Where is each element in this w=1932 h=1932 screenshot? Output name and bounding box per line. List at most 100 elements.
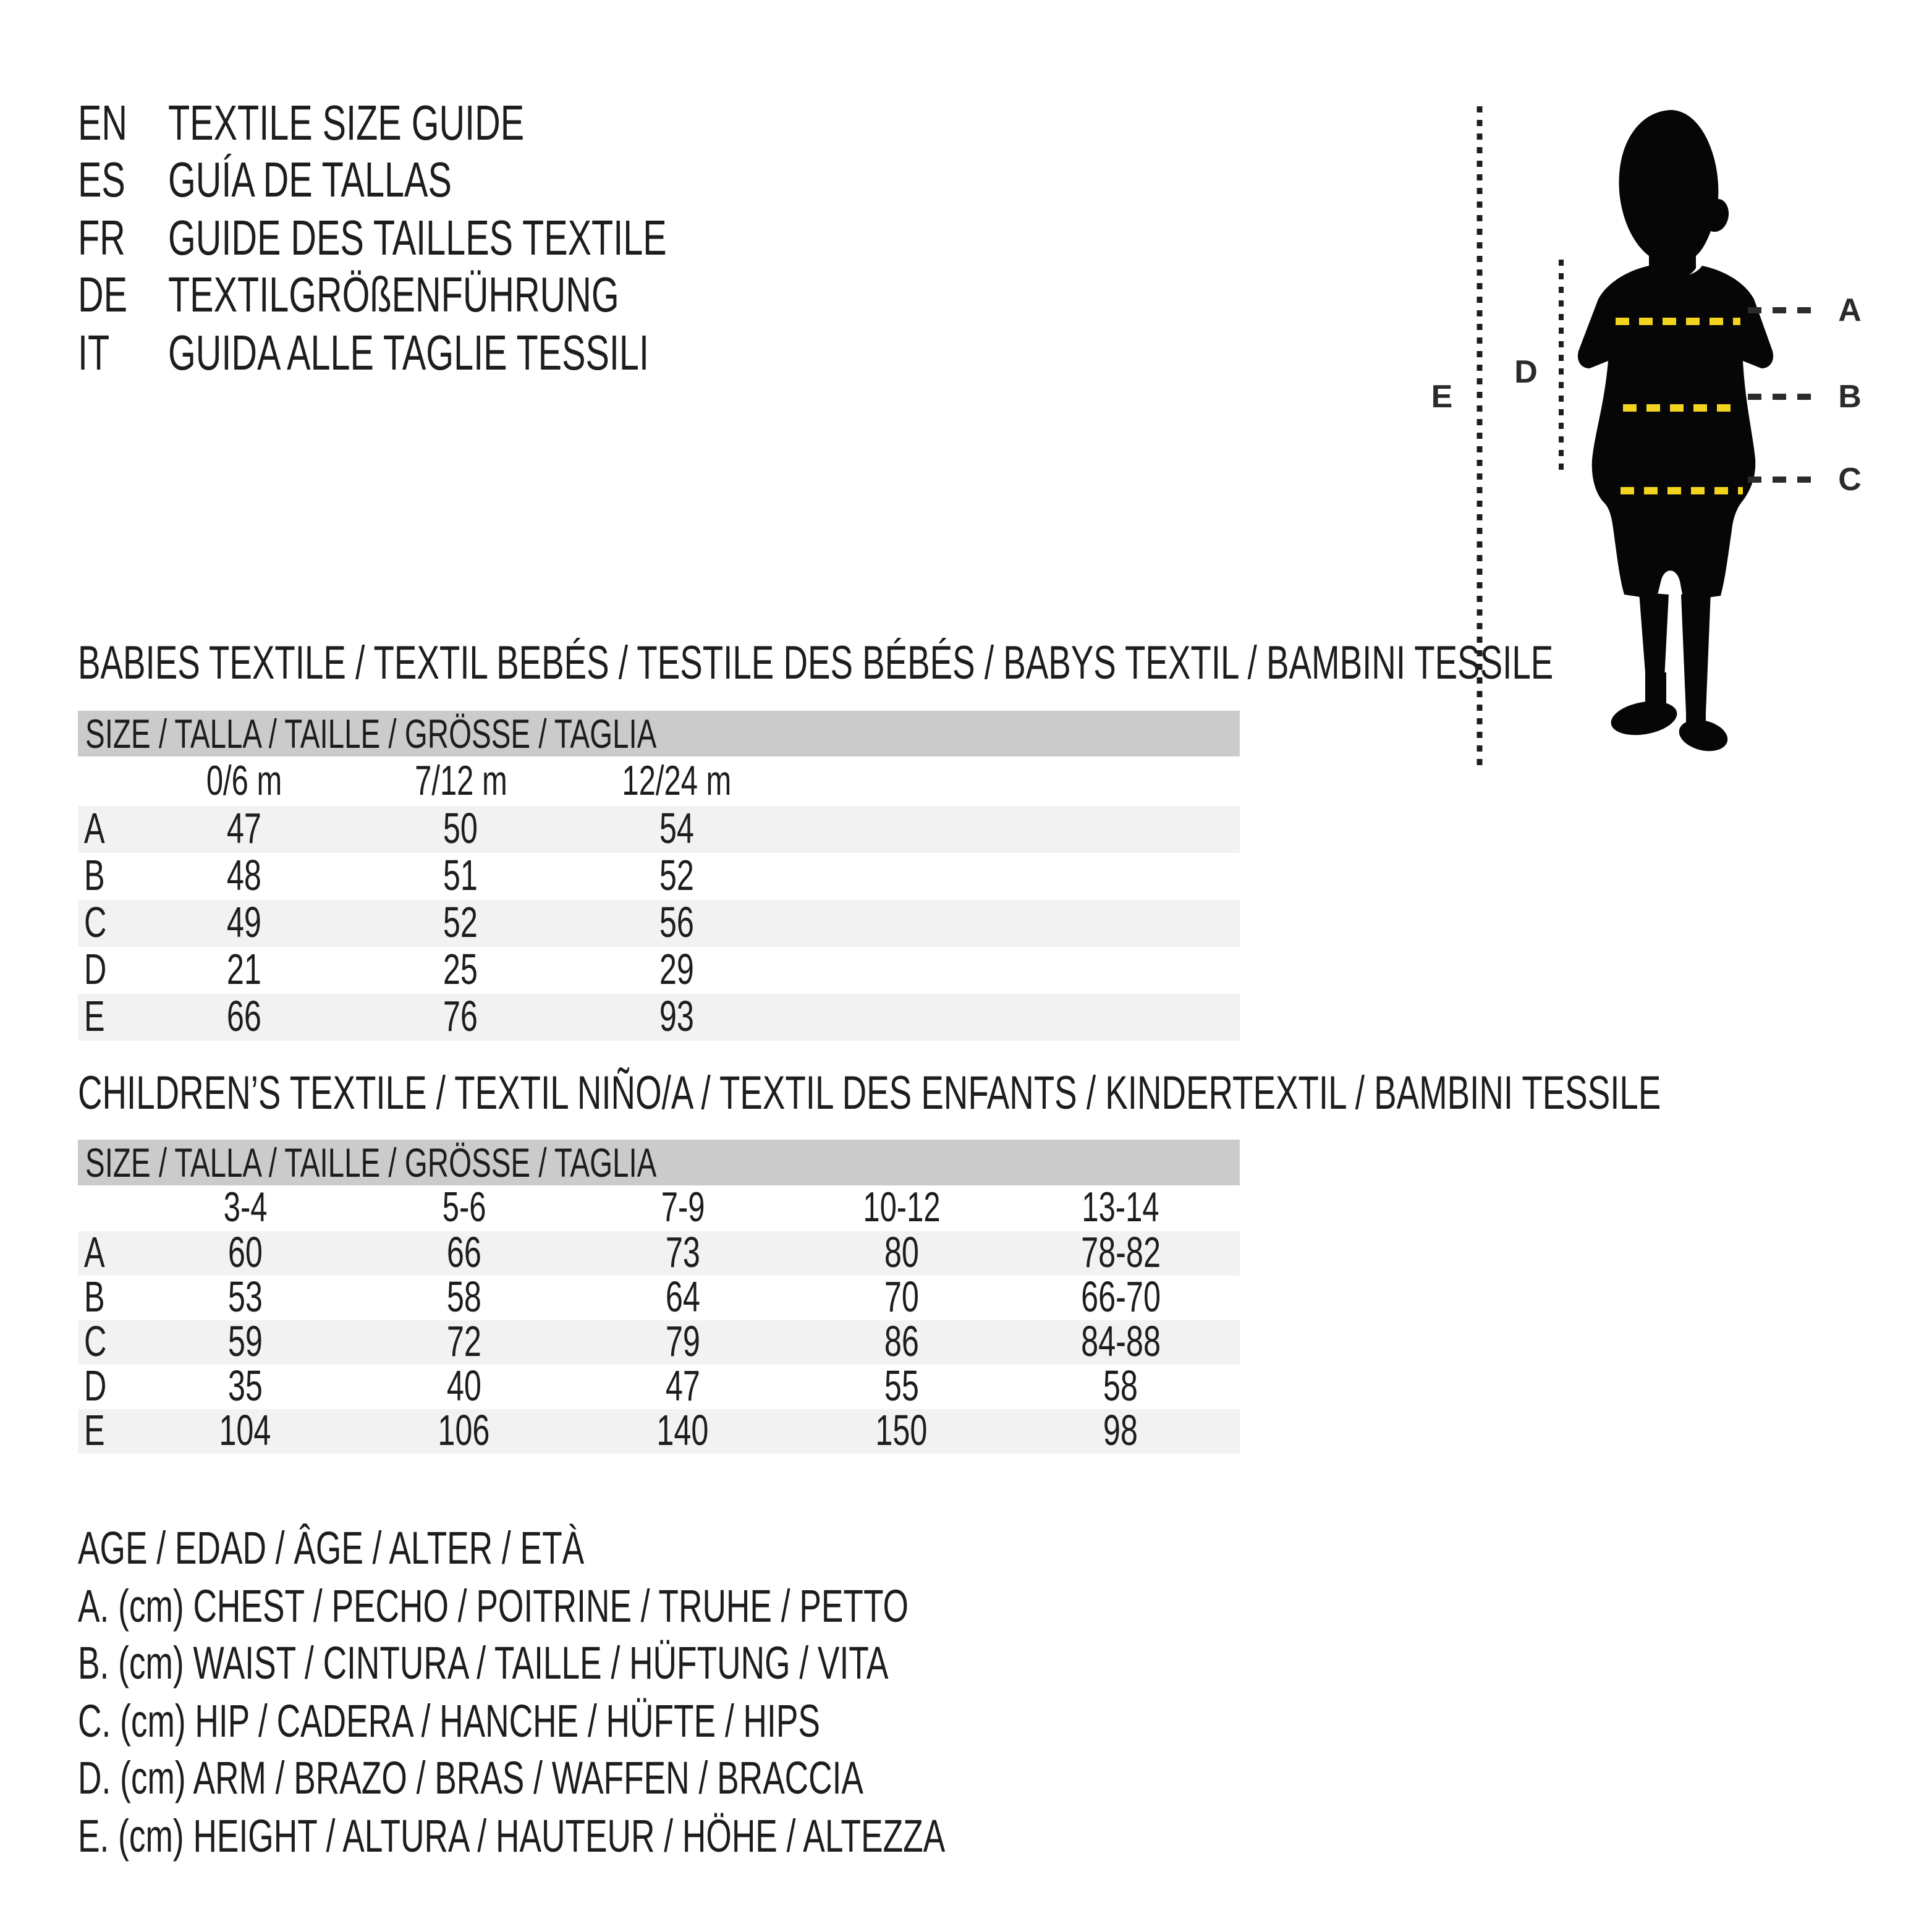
column-header: 13-14: [1082, 1184, 1159, 1231]
table-row: E 66 76 93: [78, 993, 1240, 1041]
table-cell: 29: [659, 946, 695, 994]
page-title-fr: GUIDE DES TAILLES TEXTILE: [168, 211, 667, 266]
table-row: D 35 40 47 55 58: [78, 1362, 1240, 1410]
table-cell: 150: [875, 1407, 928, 1455]
column-header: 7/12 m: [414, 757, 507, 804]
table-cell: 104: [219, 1407, 272, 1455]
row-label: E: [84, 993, 105, 1041]
table-cell: 72: [446, 1318, 482, 1366]
size-header-bar: SIZE / TALLA / TAILLE / GRÖSSE / TAGLIA: [78, 711, 1240, 756]
measurement-legend: AGE / EDAD / ÂGE / ALTER / ETÀ A. (cm) C…: [78, 1520, 1282, 1865]
row-label: B: [84, 1273, 105, 1321]
table-cell: 64: [665, 1273, 701, 1321]
column-header: 7-9: [661, 1184, 705, 1231]
table-cell: 52: [659, 852, 695, 900]
table-cell: 52: [443, 899, 478, 947]
lang-code: EN: [78, 96, 128, 151]
lang-code: IT: [78, 326, 110, 381]
babies-size-table: SIZE / TALLA / TAILLE / GRÖSSE / TAGLIA …: [78, 711, 1240, 1041]
table-row: B 53 58 64 70 66-70: [78, 1273, 1240, 1321]
table-cell: 140: [656, 1407, 710, 1455]
table-row: E 104 106 140 150 98: [78, 1407, 1240, 1455]
column-header: 0/6 m: [206, 757, 282, 804]
language-title-block: EN TEXTILE SIZE GUIDE ES GUÍA DE TALLAS …: [78, 95, 860, 383]
row-label: D: [84, 1362, 107, 1410]
table-cell: 66: [446, 1229, 482, 1277]
legend-hip: C. (cm) HIP / CADERA / HANCHE / HÜFTE / …: [78, 1695, 820, 1747]
column-header: 3-4: [223, 1184, 268, 1231]
table-cell: 35: [227, 1362, 263, 1410]
lang-code: FR: [78, 211, 125, 266]
table-row: C 49 52 56: [78, 899, 1240, 947]
page-title-it: GUIDA ALLE TAGLIE TESSILI: [168, 326, 649, 381]
table-cell: 25: [443, 946, 478, 994]
row-label: E: [84, 1407, 105, 1455]
row-label: C: [84, 1318, 107, 1366]
legend-waist: B. (cm) WAIST / CINTURA / TAILLE / HÜFTU…: [78, 1638, 889, 1689]
child-silhouette: [1577, 110, 1774, 752]
table-cell: 21: [226, 946, 262, 994]
table-row: D 21 25 29: [78, 946, 1240, 994]
lang-code: DE: [78, 268, 128, 323]
column-header: 10-12: [863, 1184, 941, 1231]
row-label: D: [84, 946, 107, 994]
table-cell: 54: [659, 805, 695, 853]
measure-label-chest: A: [1838, 291, 1863, 328]
table-cell: 53: [227, 1273, 263, 1321]
table-cell: 76: [443, 993, 478, 1041]
table-row: A 47 50 54: [78, 805, 1240, 853]
table-cell: 106: [438, 1407, 491, 1455]
measure-label-arm: D: [1514, 353, 1539, 390]
lang-row-fr: FR GUIDE DES TAILLES TEXTILE: [78, 210, 860, 268]
table-cell: 79: [665, 1318, 701, 1366]
table-cell: 80: [884, 1229, 920, 1277]
page-title-de: TEXTILGRÖßENFÜHRUNG: [168, 268, 619, 323]
table-cell: 78-82: [1080, 1229, 1161, 1277]
legend-age: AGE / EDAD / ÂGE / ALTER / ETÀ: [78, 1523, 585, 1574]
table-cell: 98: [1103, 1407, 1138, 1455]
children-section-heading: CHILDREN’S TEXTILE / TEXTIL NIÑO/A / TEX…: [78, 1068, 1661, 1120]
table-row: C 59 72 79 86 84-88: [78, 1318, 1240, 1366]
children-size-table: SIZE / TALLA / TAILLE / GRÖSSE / TAGLIA …: [78, 1140, 1240, 1455]
column-header: 5-6: [442, 1184, 486, 1231]
measure-label-height: E: [1431, 378, 1454, 415]
table-cell: 49: [226, 899, 262, 947]
table-cell: 93: [659, 993, 695, 1041]
table-cell: 59: [227, 1318, 263, 1366]
column-header-row: 3-4 5-6 7-9 10-12 13-14: [78, 1184, 1240, 1231]
column-header-row: 0/6 m 7/12 m 12/24 m: [78, 756, 1240, 806]
table-cell: 50: [443, 805, 478, 853]
column-header: 12/24 m: [622, 757, 732, 804]
table-cell: 66: [226, 993, 262, 1041]
legend-arm: D. (cm) ARM / BRAZO / BRAS / WAFFEN / BR…: [78, 1753, 863, 1804]
lang-row-es: ES GUÍA DE TALLAS: [78, 153, 860, 210]
lang-row-de: DE TEXTILGRÖßENFÜHRUNG: [78, 268, 860, 325]
page-title-es: GUÍA DE TALLAS: [168, 153, 452, 208]
table-cell: 56: [659, 899, 695, 947]
row-label: B: [84, 852, 105, 900]
babies-section-heading: BABIES TEXTILE / TEXTIL BEBÉS / TESTILE …: [78, 638, 1554, 690]
lang-row-it: IT GUIDA ALLE TAGLIE TESSILI: [78, 325, 860, 383]
table-cell: 58: [446, 1273, 482, 1321]
measurement-figure: A B C D E: [1409, 99, 1916, 810]
table-cell: 47: [226, 805, 262, 853]
table-cell: 58: [1103, 1362, 1138, 1410]
table-cell: 40: [446, 1362, 482, 1410]
row-label: C: [84, 899, 107, 947]
measure-callout-lines: [1748, 307, 1818, 483]
legend-chest: A. (cm) CHEST / PECHO / POITRINE / TRUHE…: [78, 1580, 909, 1632]
table-cell: 66-70: [1080, 1273, 1161, 1321]
measure-label-hip: C: [1838, 460, 1863, 498]
table-cell: 86: [884, 1318, 920, 1366]
table-row: A 60 66 73 80 78-82: [78, 1229, 1240, 1277]
table-cell: 70: [884, 1273, 920, 1321]
table-cell: 84-88: [1080, 1318, 1161, 1366]
table-cell: 51: [443, 852, 478, 900]
table-row: B 48 51 52: [78, 852, 1240, 900]
legend-height: E. (cm) HEIGHT / ALTURA / HAUTEUR / HÖHE…: [78, 1810, 946, 1862]
row-label: A: [84, 1229, 105, 1277]
table-cell: 48: [226, 852, 262, 900]
table-cell: 60: [227, 1229, 263, 1277]
page-title: TEXTILE SIZE GUIDE: [168, 96, 525, 151]
